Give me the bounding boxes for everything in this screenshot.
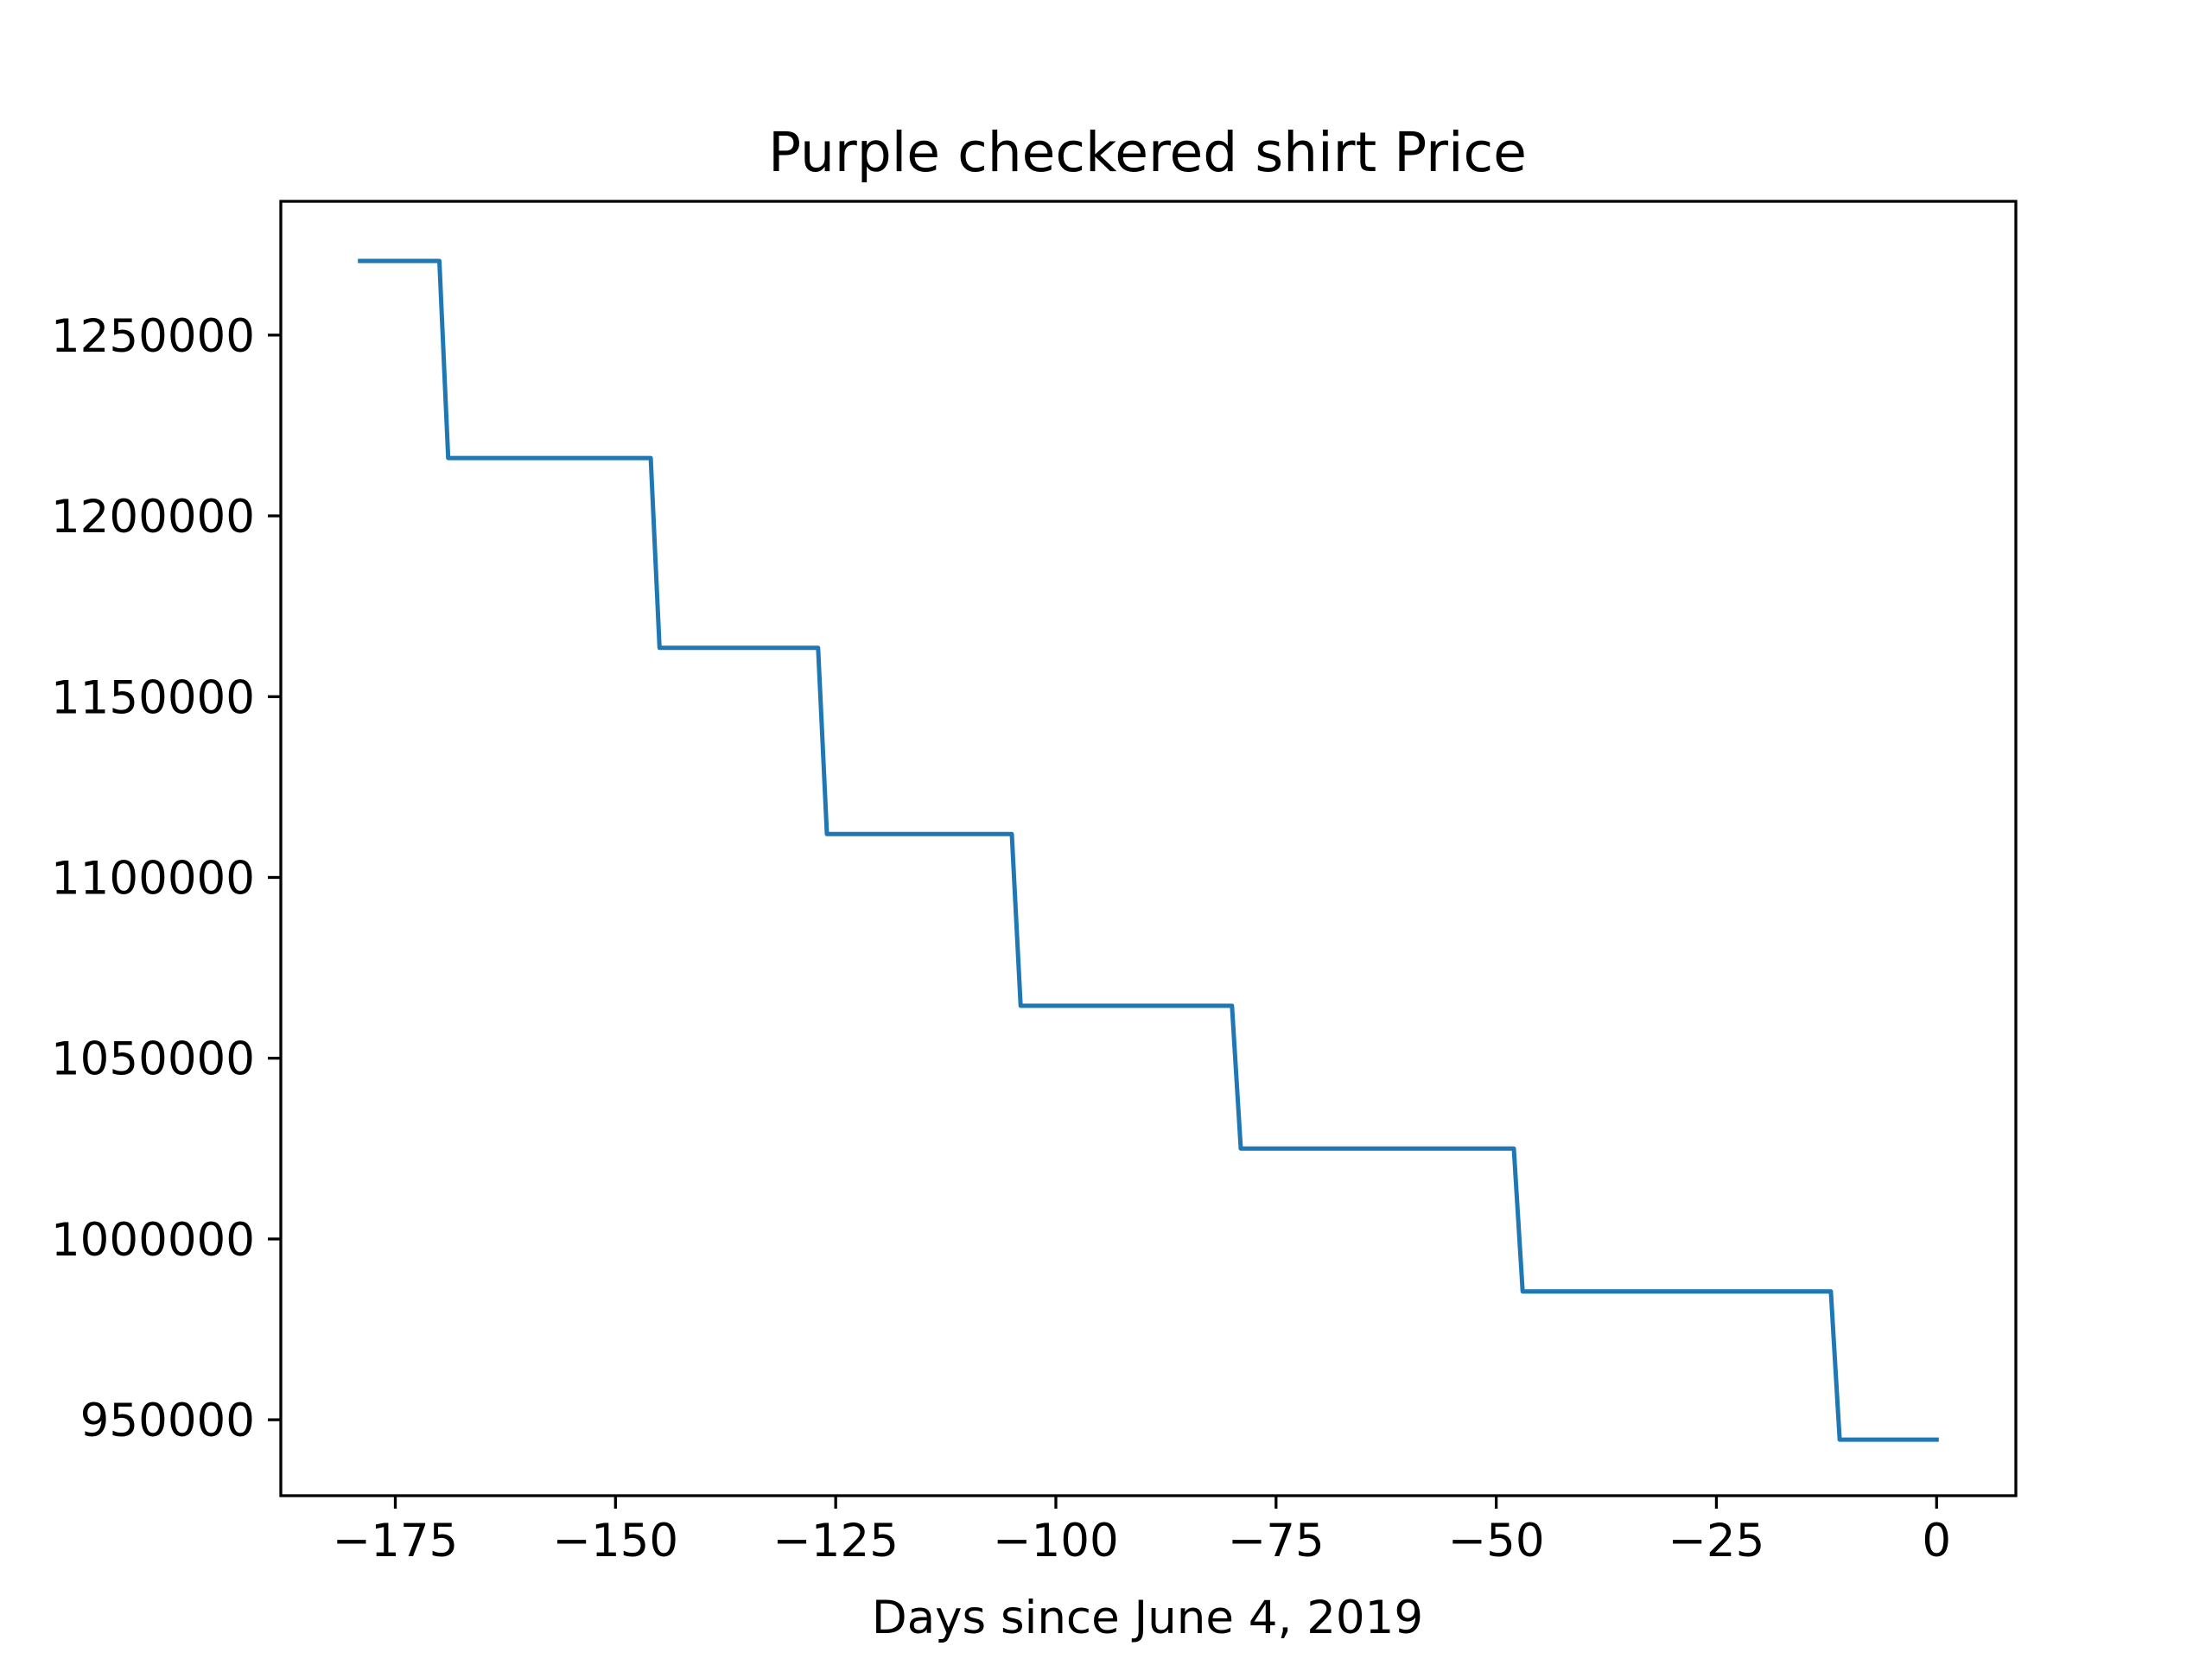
y-tick-label: 1000000 <box>51 1214 255 1267</box>
x-axis-label: Days since June 4, 2019 <box>872 1592 1423 1644</box>
y-tick-label: 1150000 <box>51 671 255 724</box>
plot-area: −175 −150 −125 −100 −75 −50 −25 0 950000 1000000 1… <box>51 200 2018 1567</box>
x-tick-label: 0 <box>1922 1515 1951 1567</box>
x-tick-label: −100 <box>993 1515 1119 1567</box>
x-tick-label: −125 <box>772 1515 899 1567</box>
y-tick-label: 1200000 <box>51 491 255 543</box>
x-tick-label: −175 <box>333 1515 459 1567</box>
chart-title: Purple checkered shirt Price <box>768 121 1527 184</box>
x-tick-label: −25 <box>1669 1515 1765 1567</box>
y-tick-label: 1250000 <box>51 310 255 363</box>
series-line-0 <box>358 258 1939 1442</box>
y-tick-label: 1100000 <box>51 852 255 905</box>
y-tick-label: 950000 <box>80 1395 255 1447</box>
axes-frame <box>279 200 2018 1497</box>
y-tick-label: 1050000 <box>51 1033 255 1086</box>
x-tick-label: −50 <box>1448 1515 1545 1567</box>
x-tick-label: −75 <box>1228 1515 1325 1567</box>
x-tick-label: −150 <box>553 1515 679 1567</box>
